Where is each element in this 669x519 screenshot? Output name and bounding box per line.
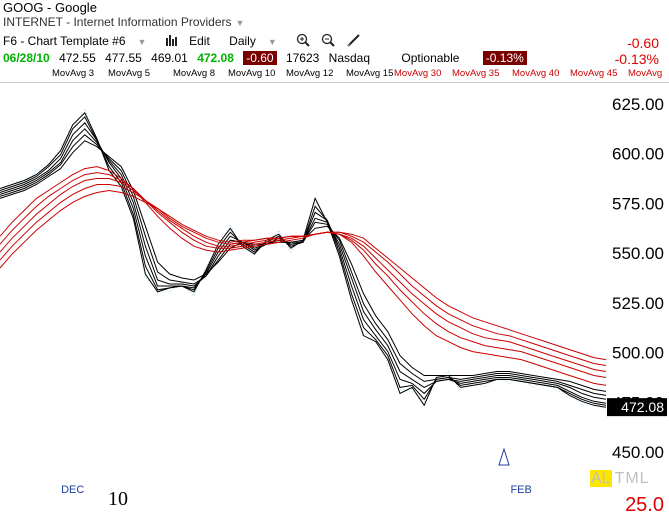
template-selector[interactable]: F6 - Chart Template #6 ▼: [3, 34, 154, 48]
edit-button[interactable]: Edit: [165, 33, 218, 49]
tml-toggle[interactable]: TML: [614, 470, 650, 487]
price-line: [0, 107, 607, 412]
quote-low: 469.01: [151, 51, 188, 65]
ma-line-movavg-15: [0, 140, 607, 392]
toolbar: F6 - Chart Template #6 ▼ Edit Daily ▼: [3, 33, 369, 50]
year-marker: 10: [108, 488, 128, 510]
last-price-label: 472.08: [621, 399, 664, 415]
legend-item-2: MovAvg 5: [108, 68, 151, 79]
y-tick-label: 525.00: [612, 294, 664, 313]
change-value: -0.60: [627, 35, 659, 51]
divider: [0, 82, 669, 83]
zoom-out-icon[interactable]: [321, 33, 336, 50]
al-toggle[interactable]: AL: [590, 470, 612, 487]
legend-item-10: MovAvg 45: [570, 68, 618, 79]
y-tick-label: 625.00: [612, 95, 664, 114]
dropdown-arrow-icon: ▼: [137, 36, 147, 47]
ma-line-movavg-12: [0, 134, 607, 396]
ma-line-movavg-40: [0, 178, 607, 372]
ma-line-movavg-45: [0, 184, 607, 366]
edit-label: Edit: [189, 33, 210, 48]
x-tick-label: DEC: [61, 484, 84, 496]
period-label: Daily: [229, 33, 256, 48]
y-tick-label: 600.00: [612, 145, 664, 164]
legend-item-4: MovAvg 10: [228, 68, 276, 79]
period-selector[interactable]: Daily ▼: [229, 34, 285, 48]
moving-average-legend: MovAvg 3 MovAvg 5 MovAvg 8 MovAvg 10 MovAvg …: [0, 68, 669, 82]
ma-line-movavg-3: [0, 112, 607, 408]
quote-pct-change: -0.13%: [482, 51, 527, 65]
industry-selector[interactable]: INTERNET - Internet Information Provider…: [3, 15, 244, 29]
legend-item-8: MovAvg 35: [452, 68, 500, 79]
ma-line-movavg-35: [0, 172, 607, 378]
quote-exchange: Nasdaq: [328, 51, 371, 65]
ma-line-movavg-8: [0, 122, 607, 404]
quote-change: -0.60: [243, 51, 277, 65]
quote-line: 06/28/10 472.55 477.55 469.01 472.08 -0.…: [3, 51, 533, 65]
legend-item-7: MovAvg 30: [394, 68, 442, 79]
price-chart: 625.00600.00575.00550.00525.00500.00475.…: [0, 95, 667, 496]
ma-line-movavg: [0, 189, 607, 361]
chart-header: GOOG - Google INTERNET - Internet Inform…: [0, 0, 669, 82]
template-label: F6 - Chart Template #6: [3, 33, 126, 48]
legend-item-5: MovAvg 12: [286, 68, 334, 79]
change-percent: -0.13%: [614, 51, 659, 67]
legend-item-11: MovAvg: [628, 68, 663, 79]
quote-volume: 17623: [285, 51, 320, 65]
indicator-value: 25.0: [625, 494, 664, 516]
indicator-toggles[interactable]: AL TML: [590, 470, 650, 488]
change-summary: -0.60 -0.13%: [615, 35, 659, 67]
quote-date: 06/28/10: [3, 51, 50, 65]
legend-item-6: MovAvg 15: [346, 68, 394, 79]
quote-open: 472.55: [59, 51, 96, 65]
dropdown-arrow-icon: ▼: [267, 36, 277, 47]
bar-chart-icon: [165, 34, 178, 49]
legend-item-3: MovAvg 8: [173, 68, 216, 79]
ma-line-movavg-30: [0, 166, 607, 386]
optionable-label: Optionable: [401, 51, 460, 65]
zoom-in-icon[interactable]: [296, 33, 310, 50]
ma-line-movavg-5: [0, 116, 607, 406]
y-tick-label: 575.00: [612, 194, 664, 213]
industry-label: INTERNET - Internet Information Provider…: [3, 15, 232, 29]
y-tick-label: 450.00: [612, 443, 664, 462]
last-price-box: [607, 398, 667, 417]
legend-item-1: MovAvg 3: [52, 68, 95, 79]
x-tick-label: FEB: [510, 484, 531, 496]
dropdown-arrow-icon: ▼: [235, 18, 245, 28]
event-marker-icon: [498, 447, 510, 466]
pencil-icon[interactable]: [347, 33, 361, 50]
quote-high: 477.55: [105, 51, 142, 65]
symbol-title: GOOG - Google: [3, 0, 97, 15]
y-tick-label: 500.00: [612, 344, 664, 363]
y-tick-label: 550.00: [612, 244, 664, 263]
quote-close: 472.08: [197, 51, 234, 65]
legend-item-9: MovAvg 40: [512, 68, 560, 79]
